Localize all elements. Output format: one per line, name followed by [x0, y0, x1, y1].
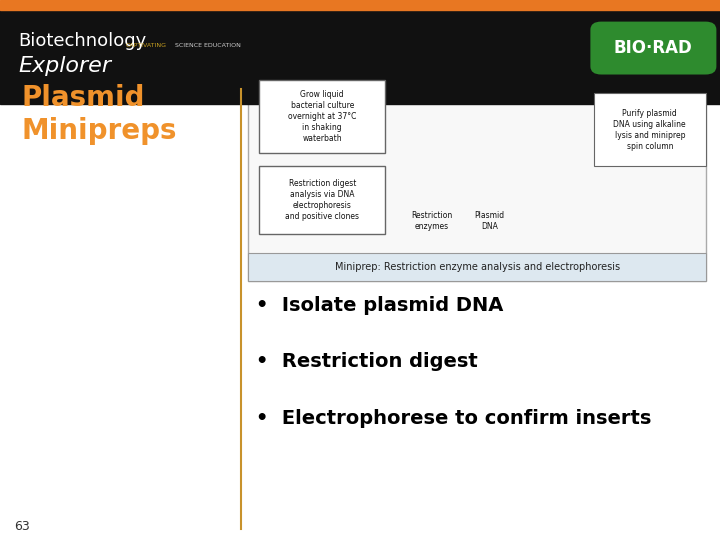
Text: Biotechnology: Biotechnology	[18, 31, 146, 50]
Bar	[0, 10, 720, 104]
FancyBboxPatch shape	[590, 22, 716, 75]
Text: Plasmid
Minipreps: Plasmid Minipreps	[22, 84, 177, 145]
Bar	[248, 94, 706, 281]
Text: Grow liquid
bacterial culture
overnight at 37°C
in shaking
waterbath: Grow liquid bacterial culture overnight …	[288, 90, 356, 143]
Text: SCIENCE EDUCATION: SCIENCE EDUCATION	[175, 43, 240, 48]
Text: Restriction digest
analysis via DNA
electrophoresis
and positive clones: Restriction digest analysis via DNA elec…	[285, 179, 359, 221]
Text: Miniprep: Restriction enzyme analysis and electrophoresis: Miniprep: Restriction enzyme analysis an…	[335, 262, 620, 272]
Text: CAPTIVATING: CAPTIVATING	[126, 43, 167, 48]
Text: Purify plasmid
DNA using alkaline
lysis and miniprep
spin column: Purify plasmid DNA using alkaline lysis …	[613, 109, 686, 151]
Bar	[259, 166, 385, 234]
Text: •  Isolate plasmid DNA: • Isolate plasmid DNA	[256, 295, 503, 315]
Text: Restriction
enzymes: Restriction enzymes	[411, 211, 453, 232]
Bar	[248, 253, 706, 281]
Bar	[0, 0, 720, 10]
Bar	[259, 80, 385, 153]
Text: •  Electrophorese to confirm inserts: • Electrophorese to confirm inserts	[256, 409, 651, 428]
Text: BIO·RAD: BIO·RAD	[613, 39, 693, 57]
Text: Explorer: Explorer	[18, 56, 111, 76]
Text: Plasmid
DNA: Plasmid DNA	[474, 211, 505, 232]
Text: •  Restriction digest: • Restriction digest	[256, 352, 477, 372]
Bar	[594, 93, 706, 166]
Text: 63: 63	[14, 520, 30, 533]
